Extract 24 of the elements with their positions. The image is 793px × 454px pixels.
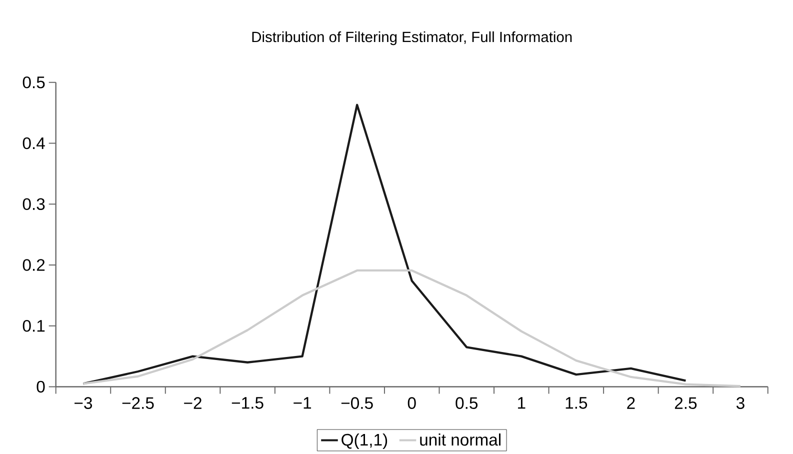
legend-label: unit normal xyxy=(420,434,500,446)
x-tick-label: 2.5 xyxy=(674,397,697,410)
x-tick-label: 1.5 xyxy=(566,397,588,409)
x-tick-label: 0.5 xyxy=(456,397,478,410)
x-tick-label: −1.5 xyxy=(232,397,264,409)
line-series xyxy=(82,104,687,385)
y-tick-label: 0.4 xyxy=(22,137,45,150)
legend-label: Q(1,1) xyxy=(342,434,388,450)
x-tick-label: −2 xyxy=(184,397,202,409)
y-tick-label: 0.3 xyxy=(22,198,45,210)
y-tick-label: 0.5 xyxy=(22,76,45,88)
x-tick-label: 3 xyxy=(736,397,744,410)
x-tick-label: −1 xyxy=(294,397,312,409)
x-tick-label: 1 xyxy=(518,397,526,409)
line-series xyxy=(82,270,742,388)
x-tick-label: −0.5 xyxy=(341,397,373,410)
x-tick-label: 0 xyxy=(408,397,416,410)
x-tick-label: −3 xyxy=(74,397,92,410)
chart-title: Distribution of Filtering Estimator, Full Information xyxy=(252,31,572,46)
x-tick-label: 2 xyxy=(627,397,635,409)
y-tick-label: 0 xyxy=(36,380,45,393)
y-tick-label: 0.2 xyxy=(22,259,45,272)
y-tick-label: 0.1 xyxy=(22,320,45,332)
x-tick-label: −2.5 xyxy=(122,397,154,410)
